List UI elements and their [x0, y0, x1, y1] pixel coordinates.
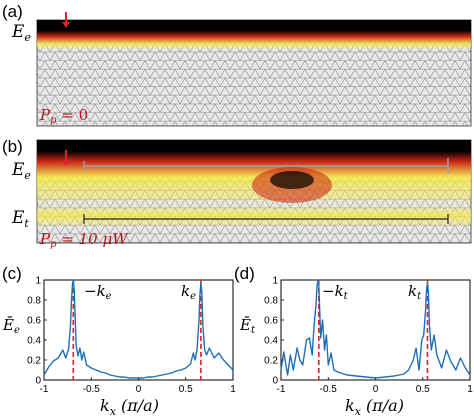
- panel-label-b: (b): [2, 137, 23, 156]
- xtick-label-d-3: 0.5: [416, 384, 430, 395]
- ytick-label-c-0: 0: [35, 376, 41, 387]
- pump-label-a: Pp = 0: [40, 106, 89, 126]
- ylabel-d: Ēt: [240, 316, 255, 336]
- plot-frame-d: [280, 279, 471, 381]
- panel-label-d: (d): [234, 264, 255, 283]
- edge-label-e-a: Ee: [12, 22, 31, 44]
- xtick-label-c-4: 1: [230, 384, 236, 395]
- panel-label-c: (c): [2, 264, 22, 283]
- interface-glow-b: [37, 204, 471, 228]
- ytick-label-d-3: 0.6: [264, 316, 278, 327]
- xtick-label-d-0: -1: [277, 384, 286, 395]
- chart-d: 0 0.2 0.4 0.6 0.8 1 -1 -0.5 0 0.5 1: [264, 276, 473, 396]
- xtick-label-d-2: 0: [373, 384, 379, 395]
- edge-glow-b: [37, 140, 471, 202]
- ytick-label-c-1: 0.2: [27, 356, 41, 367]
- ytick-label-d-0: 0: [272, 376, 278, 387]
- ytick-label-d-4: 0.8: [264, 296, 278, 307]
- panel-label-a: (a): [2, 2, 23, 21]
- annotation-pos-ke: ke: [181, 282, 197, 302]
- xtick-label-c-1: -0.5: [83, 384, 101, 395]
- pump-arrowhead-b: [62, 160, 70, 166]
- xtick-label-c-3: 0.5: [179, 384, 193, 395]
- ytick-label-d-5: 1: [272, 276, 278, 287]
- xtick-label-d-4: 1: [467, 384, 473, 395]
- annotation-neg-ke: −ke: [84, 282, 112, 302]
- ytick-label-d-1: 0.2: [264, 356, 278, 367]
- ytick-label-c-5: 1: [35, 276, 41, 287]
- spectrum-line-c-0: [43, 279, 234, 379]
- ytick-label-c-4: 0.8: [27, 296, 41, 307]
- chart-c: 0 0.2 0.4 0.6 0.8 1 -1 -0.5 0 0.5 1: [27, 276, 236, 396]
- spectrum-line-d-0: [280, 279, 471, 379]
- edge-label-e-b: Ee: [12, 160, 31, 182]
- xtick-label-c-2: 0: [136, 384, 142, 395]
- ytick-label-d-2: 0.4: [264, 336, 278, 347]
- ytick-label-c-2: 0.4: [27, 336, 41, 347]
- dip-core-b: [270, 171, 314, 189]
- annotation-pos-kt: kt: [408, 282, 422, 302]
- ylabel-c: Ēe: [3, 316, 20, 336]
- pump-label-b: Pp = 10 μW: [40, 230, 128, 250]
- xlabel-c: kx (π/a): [100, 396, 159, 418]
- edge-glow-a: [37, 20, 471, 50]
- xlabel-d: kx (π/a): [345, 396, 404, 418]
- annotation-neg-kt: −kt: [322, 282, 348, 302]
- pump-arrowhead-a: [62, 22, 70, 28]
- edge-label-t-b: Et: [12, 208, 29, 230]
- lattice-images: [36, 12, 472, 244]
- ytick-label-c-3: 0.6: [27, 316, 41, 327]
- xtick-label-c-0: -1: [40, 384, 49, 395]
- xtick-label-d-1: -0.5: [320, 384, 338, 395]
